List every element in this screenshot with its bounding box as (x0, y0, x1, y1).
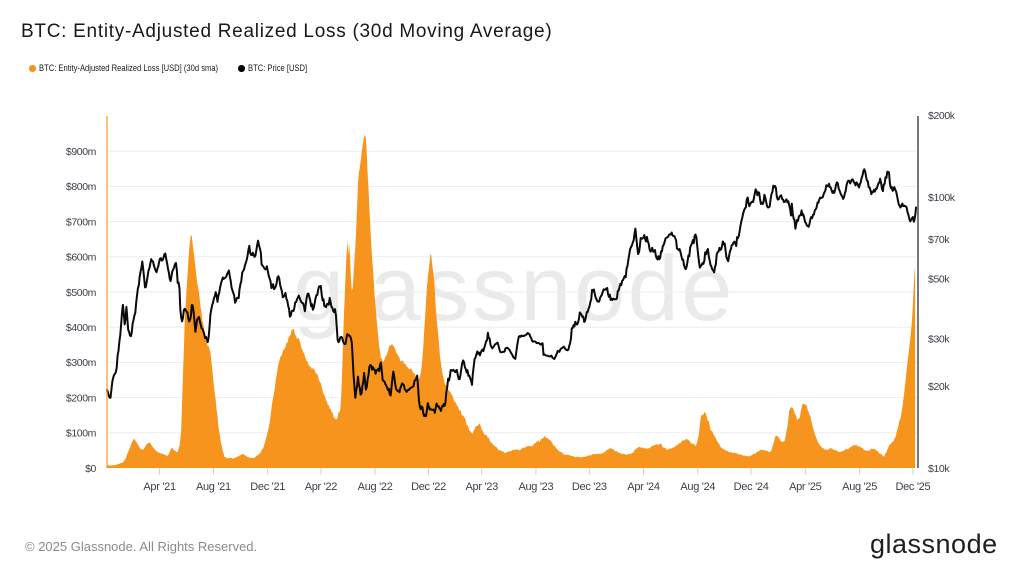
svg-text:Apr '23: Apr '23 (465, 481, 498, 493)
svg-text:$200k: $200k (928, 110, 956, 122)
svg-text:$500m: $500m (66, 287, 97, 299)
svg-text:$20k: $20k (928, 381, 950, 393)
svg-text:$600m: $600m (66, 252, 97, 264)
svg-text:Apr '25: Apr '25 (789, 481, 822, 493)
svg-text:Apr '21: Apr '21 (143, 481, 176, 493)
svg-text:$30k: $30k (928, 334, 950, 346)
svg-text:$800m: $800m (66, 181, 97, 193)
svg-text:$100k: $100k (928, 192, 956, 204)
svg-text:$0: $0 (85, 463, 96, 475)
svg-text:$100m: $100m (66, 428, 97, 440)
svg-text:Dec '23: Dec '23 (572, 481, 607, 493)
svg-text:Dec '21: Dec '21 (250, 481, 285, 493)
svg-text:Dec '25: Dec '25 (895, 481, 930, 493)
svg-text:$200m: $200m (66, 392, 97, 404)
svg-text:Aug '23: Aug '23 (518, 481, 553, 493)
svg-text:$400m: $400m (66, 322, 97, 334)
svg-text:Aug '25: Aug '25 (842, 481, 877, 493)
svg-text:Apr '24: Apr '24 (627, 481, 660, 493)
svg-text:$300m: $300m (66, 357, 97, 369)
svg-text:$70k: $70k (928, 234, 950, 246)
svg-text:$700m: $700m (66, 216, 97, 228)
svg-text:Dec '22: Dec '22 (411, 481, 446, 493)
svg-text:$900m: $900m (66, 146, 97, 158)
svg-text:$50k: $50k (928, 273, 950, 285)
svg-text:Aug '24: Aug '24 (680, 481, 715, 493)
svg-text:Aug '22: Aug '22 (358, 481, 393, 493)
svg-text:Aug '21: Aug '21 (196, 481, 231, 493)
svg-text:Dec '24: Dec '24 (734, 481, 769, 493)
svg-text:$10k: $10k (928, 463, 950, 475)
svg-text:Apr '22: Apr '22 (305, 481, 338, 493)
